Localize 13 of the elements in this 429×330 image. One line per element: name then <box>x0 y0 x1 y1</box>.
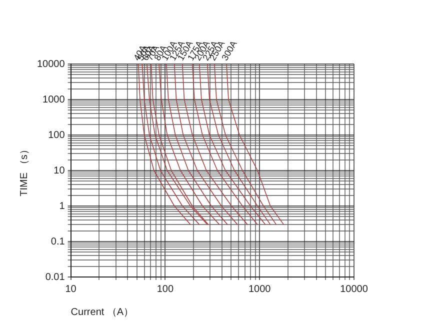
y-tick-label: 1 <box>59 200 66 212</box>
x-tick-label: 100 <box>156 284 174 295</box>
y-tick-label: 10 <box>54 165 66 176</box>
y-tick-label: 10000 <box>36 58 66 70</box>
x-tick-label: 1000 <box>248 284 272 295</box>
x-axis-title: Current （A） <box>70 306 134 318</box>
y-tick-label: 0.1 <box>50 236 66 248</box>
x-tick-label: 10 <box>65 284 77 295</box>
y-tick-label: 100 <box>48 130 66 141</box>
y-tick-label: 0.01 <box>45 272 66 283</box>
y-tick-label: 1000 <box>42 94 66 106</box>
y-axis-title: TIME （s） <box>18 144 30 196</box>
x-tick-label: 10000 <box>340 284 368 295</box>
